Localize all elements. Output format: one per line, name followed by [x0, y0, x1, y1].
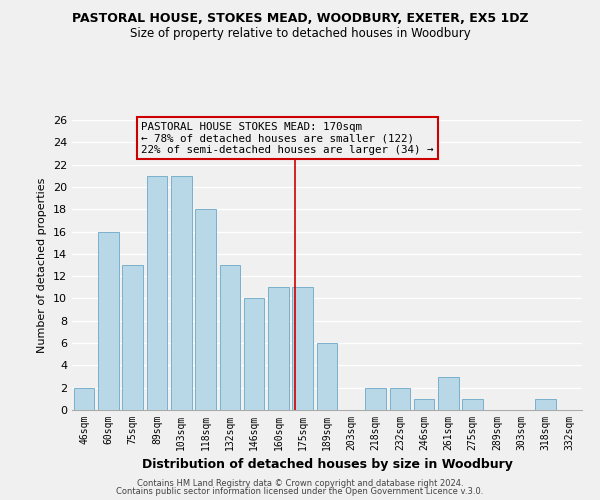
Y-axis label: Number of detached properties: Number of detached properties	[37, 178, 47, 352]
Bar	[244, 298, 265, 410]
Bar	[146, 176, 167, 410]
Text: Size of property relative to detached houses in Woodbury: Size of property relative to detached ho…	[130, 28, 470, 40]
Bar	[438, 376, 459, 410]
Text: Contains public sector information licensed under the Open Government Licence v.: Contains public sector information licen…	[116, 488, 484, 496]
Bar	[365, 388, 386, 410]
Bar	[98, 232, 119, 410]
Text: PASTORAL HOUSE STOKES MEAD: 170sqm
← 78% of detached houses are smaller (122)
22: PASTORAL HOUSE STOKES MEAD: 170sqm ← 78%…	[141, 122, 434, 155]
Bar	[268, 288, 289, 410]
Text: Contains HM Land Registry data © Crown copyright and database right 2024.: Contains HM Land Registry data © Crown c…	[137, 478, 463, 488]
Bar	[171, 176, 191, 410]
Bar	[292, 288, 313, 410]
Bar	[317, 343, 337, 410]
Bar	[535, 399, 556, 410]
Bar	[389, 388, 410, 410]
Bar	[122, 265, 143, 410]
Bar	[195, 209, 216, 410]
Bar	[463, 399, 483, 410]
Bar	[414, 399, 434, 410]
X-axis label: Distribution of detached houses by size in Woodbury: Distribution of detached houses by size …	[142, 458, 512, 471]
Text: PASTORAL HOUSE, STOKES MEAD, WOODBURY, EXETER, EX5 1DZ: PASTORAL HOUSE, STOKES MEAD, WOODBURY, E…	[71, 12, 529, 26]
Bar	[220, 265, 240, 410]
Bar	[74, 388, 94, 410]
